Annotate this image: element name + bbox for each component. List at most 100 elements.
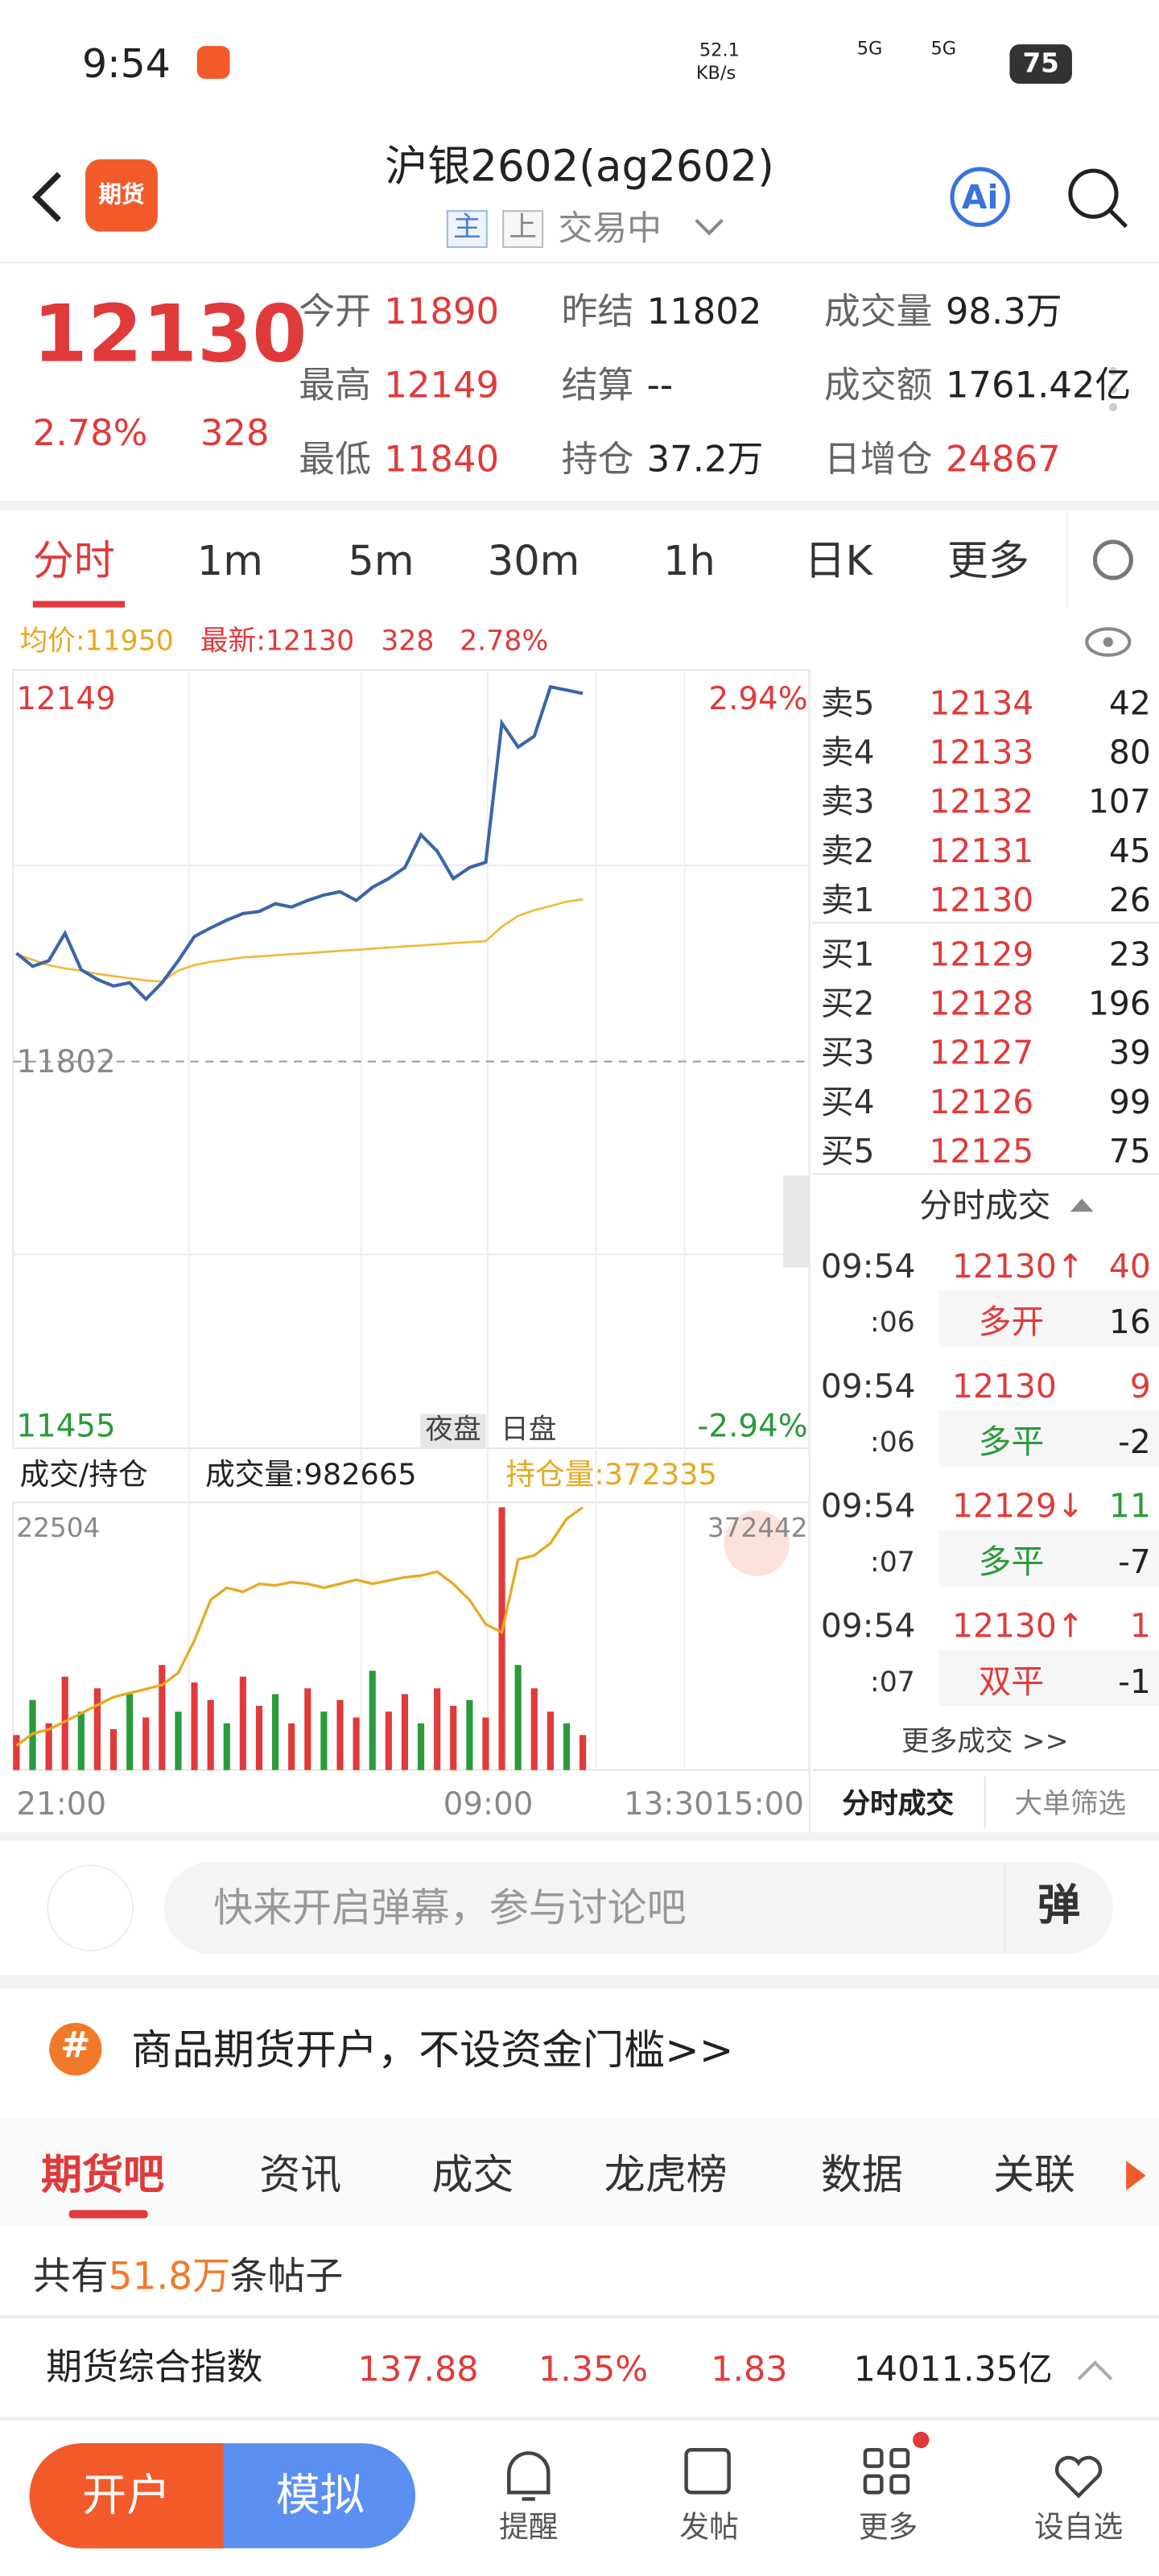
last-price: 12130 [32, 288, 307, 382]
book-price: 12131 [929, 831, 1034, 871]
avg-price: 均价:11950 [19, 625, 174, 658]
trades-title: 分时成交 [919, 1185, 1051, 1225]
book-qty: 75 [1108, 1131, 1151, 1171]
period-tab[interactable]: 30m [487, 536, 580, 585]
book-label: 卖4 [820, 732, 875, 772]
book-label: 卖2 [820, 831, 875, 871]
swap-icon[interactable] [724, 1510, 790, 1577]
indicator-select[interactable]: 成交/持仓 [19, 1458, 148, 1493]
logo[interactable] [85, 159, 158, 232]
trade-type-bg [938, 1530, 1159, 1587]
network: 5G [930, 37, 957, 60]
volume-bar [239, 1676, 246, 1770]
x-label: 15:00 [714, 1786, 804, 1823]
field-value: 24867 [945, 440, 1061, 481]
collapse-handle[interactable] [782, 1175, 810, 1268]
dropdown-icon[interactable] [695, 218, 724, 236]
trade-state[interactable]: 交易中 [558, 208, 662, 248]
nav-label[interactable]: 更多 [858, 2510, 918, 2545]
change: 328 [381, 625, 435, 658]
divider [0, 2417, 1159, 2421]
ai-label[interactable]: Ai [961, 177, 999, 217]
book-label: 买3 [820, 1032, 875, 1072]
period-tab[interactable]: 更多 [947, 536, 1029, 585]
book-price: 12128 [929, 983, 1034, 1023]
index-value: 137.88 [357, 2349, 479, 2389]
trade-seconds: :06 [870, 1426, 915, 1460]
field-value: 11890 [384, 292, 500, 334]
trade-type: 双平 [978, 1662, 1045, 1702]
collapse-icon[interactable] [1070, 1198, 1094, 1212]
danmu-toggle[interactable] [47, 1864, 134, 1952]
trade-seconds: :06 [870, 1307, 915, 1340]
volume-bar [223, 1723, 230, 1770]
comment-placeholder[interactable]: 快来开启弹幕，参与讨论吧 [213, 1885, 687, 1931]
trade-qty: 9 [1129, 1366, 1151, 1406]
section-tab[interactable]: 数据 [820, 2151, 903, 2199]
more-dots[interactable] [1108, 366, 1118, 376]
trades-tab[interactable]: 大单筛选 [1014, 1788, 1127, 1822]
battery [1009, 44, 1072, 85]
field-label: 最高 [299, 365, 372, 407]
settings-icon[interactable] [1092, 539, 1133, 580]
trade-seconds: :07 [870, 1666, 915, 1700]
app-notify-icon [196, 46, 230, 79]
period-tab[interactable]: 日K [804, 536, 872, 585]
trade-volume: 16 [1108, 1302, 1151, 1342]
nav-label[interactable]: 提醒 [499, 2510, 559, 2545]
more-trades[interactable]: 更多成交 >> [901, 1725, 1069, 1759]
nav-label[interactable]: 发帖 [679, 2510, 739, 2545]
volume-bar [159, 1665, 166, 1770]
book-price: 12132 [929, 781, 1034, 821]
section-tab[interactable]: 资讯 [259, 2151, 342, 2199]
trades-tab[interactable]: 分时成交 [842, 1788, 955, 1822]
period-tab[interactable]: 1m [196, 536, 263, 585]
nav-label[interactable]: 设自选 [1034, 2510, 1124, 2545]
volume-bar [450, 1706, 457, 1770]
back-icon[interactable] [31, 171, 61, 222]
posts-suffix: 条帖子 [229, 2256, 344, 2299]
trade-price: 12130↑ [952, 1246, 1084, 1286]
open-button[interactable] [29, 2443, 224, 2549]
oi-max-label: 372442 [707, 1512, 808, 1544]
nav-icons [507, 2447, 1103, 2501]
eye-icon [1103, 637, 1113, 647]
divider [0, 2314, 1159, 2319]
session-tab[interactable]: 夜盘 [420, 1414, 486, 1449]
search-icon[interactable] [1068, 168, 1119, 219]
simulate[interactable]: 模拟 [275, 2471, 365, 2522]
trade-volume: -1 [1118, 1662, 1151, 1702]
trade-type: 多开 [978, 1302, 1045, 1342]
ai-icon[interactable] [950, 167, 1010, 227]
field-label: 今开 [299, 292, 372, 334]
expand-icon[interactable] [1077, 2360, 1113, 2380]
volume-bar [547, 1711, 554, 1770]
period-tab[interactable]: 分时 [32, 536, 115, 585]
book-qty: 80 [1108, 732, 1151, 772]
tag: 主 [446, 210, 488, 248]
y-min-label: 11455 [16, 1409, 116, 1445]
period-tab[interactable]: 1h [663, 536, 716, 585]
latest-price: 最新:12130 [200, 625, 355, 658]
book-label: 买2 [820, 983, 875, 1023]
comment-input[interactable] [163, 1862, 1113, 1955]
section-tab[interactable]: 龙虎榜 [604, 2151, 728, 2199]
book-price: 12127 [929, 1032, 1034, 1072]
field-label: 最低 [299, 440, 372, 481]
eye-icon[interactable] [1085, 627, 1132, 657]
book-price: 12125 [929, 1131, 1034, 1171]
danmu-button[interactable]: 弹 [1037, 1881, 1081, 1931]
section-tab[interactable]: 成交 [431, 2151, 514, 2199]
price-line [15, 684, 584, 1002]
period-tab[interactable]: 5m [348, 536, 415, 585]
scroll-arrow[interactable] [1126, 2161, 1146, 2190]
trade-price: 12129↓ [952, 1485, 1084, 1525]
banner-text[interactable]: 商品期货开户，不设资金门槛>> [131, 2025, 734, 2074]
open-account[interactable]: 开户 [81, 2471, 171, 2522]
section-tab[interactable]: 关联 [993, 2151, 1076, 2199]
book-qty: 39 [1108, 1032, 1151, 1072]
trade-time: 09:54 [820, 1605, 916, 1645]
session-tab[interactable]: 日盘 [501, 1414, 557, 1447]
section-tab[interactable]: 期货吧 [40, 2151, 165, 2199]
